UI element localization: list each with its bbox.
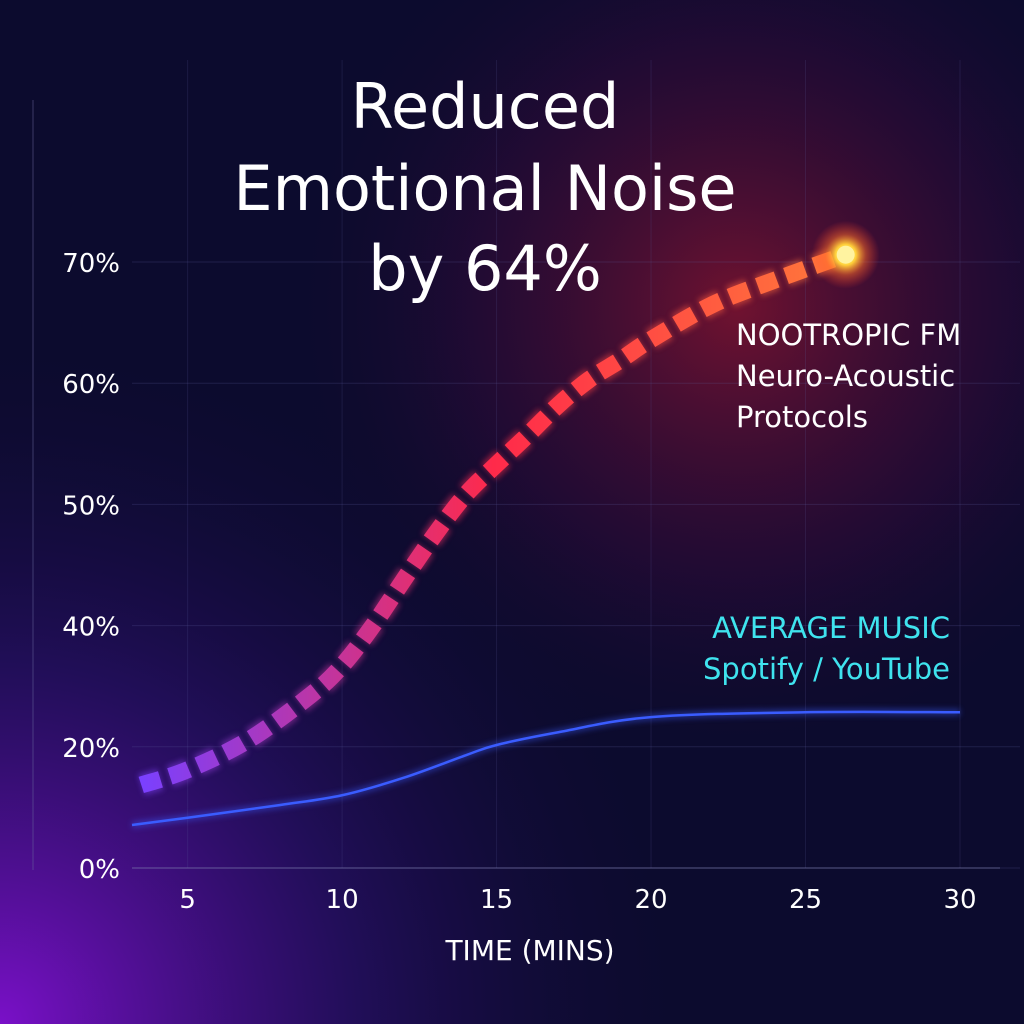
series-annotation: Spotify / YouTube [703, 652, 950, 686]
x-tick-label: 30 [943, 885, 976, 915]
y-tick-label: 20% [62, 734, 120, 764]
series-label: AVERAGE MUSIC [712, 611, 950, 645]
series-line [138, 246, 849, 794]
series-annotation: Neuro-Acoustic [736, 359, 955, 393]
x-tick-label: 25 [789, 885, 822, 915]
grid [132, 60, 1020, 869]
y-tick-label: 0% [79, 855, 120, 885]
series-line [131, 710, 961, 827]
chart-title: by 64% [368, 232, 602, 305]
x-axis-label: TIME (MINS) [444, 934, 614, 967]
x-tick-label: 5 [179, 885, 196, 915]
chart-title: Emotional Noise [233, 152, 736, 225]
series-label: NOOTROPIC FM [736, 318, 961, 352]
plot [131, 220, 961, 829]
x-tick-label: 20 [634, 885, 667, 915]
y-tick-label: 70% [62, 249, 120, 279]
y-tick-label: 40% [62, 613, 120, 643]
y-tick-label: 60% [62, 370, 120, 400]
chart-title: Reduced [351, 70, 620, 143]
series-annotation: Protocols [736, 400, 868, 434]
end-point [836, 245, 855, 264]
y-tick-label: 50% [62, 491, 120, 521]
x-tick-label: 10 [326, 885, 359, 915]
x-tick-label: 15 [480, 885, 513, 915]
